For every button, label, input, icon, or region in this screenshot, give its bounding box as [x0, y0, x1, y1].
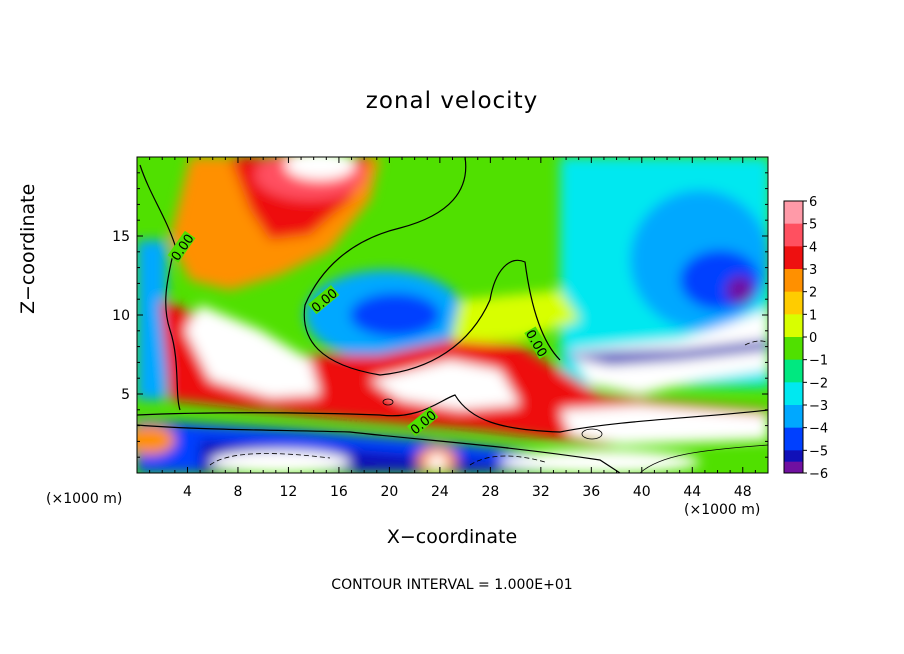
field-sw-warm	[137, 425, 175, 455]
colorbar-segment	[784, 291, 803, 315]
contour-label-bg	[308, 284, 340, 315]
field-central-core	[350, 293, 440, 337]
x-axis-label-text: X−coordinate	[386, 526, 518, 548]
x-tick-label: 40	[633, 484, 651, 500]
y-tick-label: 10	[112, 308, 130, 324]
colorbar-segment	[784, 337, 803, 361]
x-tick-label: 16	[330, 484, 348, 500]
contour-label-bg	[167, 230, 196, 263]
field-lower-white-mid	[370, 360, 520, 410]
colorbar-segment-bottom	[784, 461, 803, 473]
colorbar-segment	[784, 201, 803, 225]
field-region-east-purple	[726, 276, 754, 304]
field-jet-core	[285, 157, 355, 180]
x-tick-label: 8	[233, 484, 242, 500]
colorbar-tick-label: 3	[809, 263, 817, 278]
velocity-field: 0.000.000.000.00	[137, 157, 768, 473]
contour-label-bg	[524, 326, 551, 359]
colorbar-segment	[784, 269, 803, 293]
colorbar-tick-label: 2	[809, 286, 817, 301]
colorbar-segment	[784, 246, 803, 270]
contour-zero-lower	[137, 394, 768, 433]
y-tick-label: 5	[121, 387, 130, 403]
x-tick-label: 44	[683, 484, 701, 500]
x-axis: 4 8 12 16 20 24 28 32 36 40 44 48	[149, 157, 756, 500]
field-mid-yellow	[450, 290, 580, 345]
y-axis: 5 10 15	[112, 172, 768, 458]
x-tick-label: 28	[481, 484, 499, 500]
contour-interval-note: CONTOUR INTERVAL = 1.000E+01	[331, 577, 573, 593]
contours	[137, 157, 768, 473]
x-tick-label: 48	[734, 484, 752, 500]
contour-label-bg	[407, 406, 439, 437]
x-tick-label: 4	[183, 484, 192, 500]
x-tick-label: 12	[280, 484, 298, 500]
contour-dashed-east	[744, 340, 768, 346]
colorbar-tick-label: −2	[809, 376, 828, 391]
x-tick-label: 20	[380, 484, 398, 500]
contour-zero-upper-left	[139, 164, 181, 411]
chart-title: zonal velocity	[365, 88, 539, 114]
x-unit-label-right: (×1000 m)	[684, 502, 761, 518]
field-lower-white-west	[185, 305, 320, 398]
colorbar-segment	[784, 359, 803, 383]
field-bottom-white-east	[500, 450, 700, 473]
field-plume-24-core	[427, 454, 447, 470]
colorbar-tick-label: 1	[809, 308, 817, 323]
colorbar-tick-label: −5	[809, 444, 828, 459]
colorbar-segment	[784, 314, 803, 338]
colorbar: 6 5 4 3 2 1 0 −1 −2 −3 −4 −5 −6	[783, 195, 828, 482]
contour-closed-east	[581, 428, 603, 440]
contour-zero-central	[303, 157, 561, 376]
x-tick-label: 24	[431, 484, 449, 500]
colorbar-tick-label: 4	[809, 240, 817, 255]
colorbar-tick-label: −1	[809, 354, 828, 369]
colorbar-tick-label: −3	[809, 399, 828, 414]
y-tick-label: 15	[112, 229, 130, 245]
colorbar-tick-label: 6	[809, 195, 817, 210]
colorbar-segment	[784, 427, 803, 451]
x-tick-label: 32	[532, 484, 550, 500]
colorbar-tick-label: 5	[809, 218, 817, 233]
colorbar-tick-label: −4	[809, 422, 828, 437]
contour-closed-small	[382, 398, 394, 406]
contour-dashed-west	[209, 453, 331, 466]
contour-zero-bottom	[137, 424, 621, 473]
colorbar-segment	[784, 382, 803, 406]
y-axis-label: Z−coordinate	[16, 183, 39, 314]
contour-thin-bottom-right	[639, 444, 768, 473]
x-tick-label: 36	[582, 484, 600, 500]
field-east-purple-edge	[560, 340, 768, 365]
colorbar-tick-label: −6	[809, 467, 828, 482]
colorbar-tick-label: 0	[809, 331, 817, 346]
x-axis-label: X−coordinate	[0, 526, 904, 548]
colorbar-segment	[784, 223, 803, 247]
field-bottom-white-west	[210, 450, 350, 473]
x-unit-label-left: (×1000 m)	[46, 491, 123, 507]
colorbar-segment	[784, 405, 803, 429]
